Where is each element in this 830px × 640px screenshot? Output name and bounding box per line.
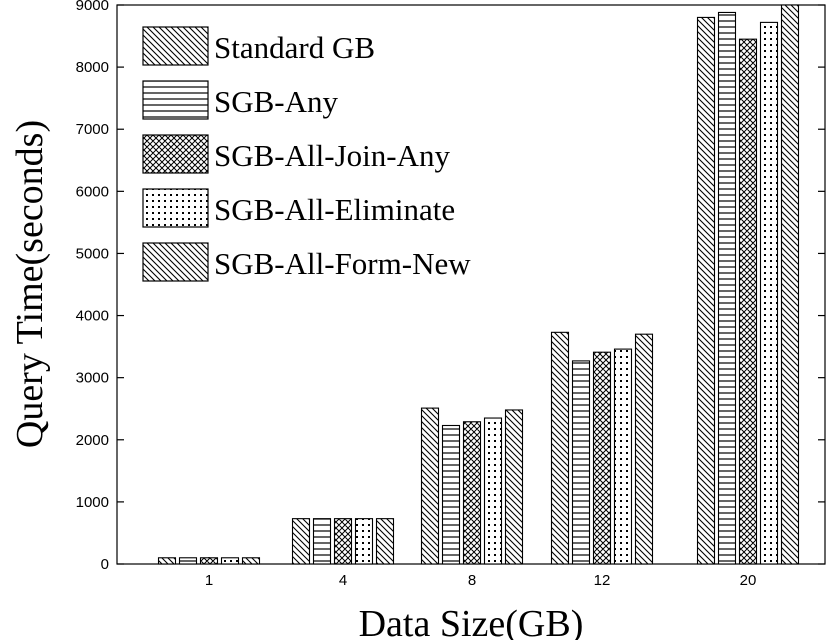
bar-sgb-all-eliminate-1 <box>220 557 240 565</box>
legend-label: SGB-All-Join-Any <box>214 138 450 173</box>
y-tick-label: 3000 <box>76 370 109 387</box>
legend-swatch <box>142 80 209 120</box>
y-tick-label: 9000 <box>76 0 109 14</box>
bar-sgb-all-eliminate-20 <box>759 21 779 565</box>
x-tick-label: 12 <box>594 572 611 589</box>
bar-sgb-all-join-any-8 <box>462 421 482 565</box>
y-tick-label: 5000 <box>76 245 109 262</box>
legend-label: Standard GB <box>214 30 375 65</box>
bar-sgb-any-4 <box>312 518 332 565</box>
legend-label: SGB-All-Form-New <box>214 246 471 281</box>
legend-label: SGB-All-Eliminate <box>214 192 455 227</box>
x-axis-title: Data Size(GB) <box>359 603 584 640</box>
bar-sgb-all-join-any-20 <box>738 38 758 565</box>
x-tick-label: 1 <box>205 572 213 589</box>
x-tick-label: 8 <box>468 572 476 589</box>
bars-group <box>157 4 800 565</box>
bar-sgb-any-20 <box>717 11 737 565</box>
bar-sgb-any-8 <box>441 424 461 565</box>
bar-sgb-all-form-new-12 <box>634 333 654 565</box>
bar-sgb-all-form-new-4 <box>375 518 395 565</box>
legend-swatch <box>142 134 209 174</box>
x-tick-label: 20 <box>740 572 757 589</box>
bar-sgb-all-join-any-1 <box>199 557 219 565</box>
bar-sgb-all-form-new-8 <box>504 409 524 565</box>
y-tick-label: 8000 <box>76 59 109 76</box>
y-tick-label: 6000 <box>76 183 109 200</box>
y-tick-label: 1000 <box>76 494 109 511</box>
legend-label: SGB-Any <box>214 84 339 119</box>
y-tick-label: 2000 <box>76 432 109 449</box>
legend: Standard GB SGB-Any SGB-All-Join-Any SGB-Al… <box>142 26 471 282</box>
bar-sgb-all-eliminate-12 <box>613 348 633 565</box>
bar-sgb-all-form-new-1 <box>241 557 261 565</box>
y-axis-ticks: 0 1000 2000 3000 4000 5000 6000 7000 8000 9000 <box>76 0 825 573</box>
bar-standard-gb-1 <box>157 557 177 565</box>
bar-sgb-all-eliminate-4 <box>354 518 374 565</box>
bar-sgb-any-12 <box>571 360 591 565</box>
bar-sgb-all-join-any-4 <box>333 518 353 565</box>
x-tick-label: 4 <box>339 572 347 589</box>
bar-standard-gb-20 <box>696 16 716 565</box>
bar-standard-gb-4 <box>291 518 311 565</box>
y-tick-label: 7000 <box>76 121 109 138</box>
bar-sgb-any-1 <box>178 557 198 565</box>
legend-swatch <box>142 26 209 66</box>
bar-sgb-all-eliminate-8 <box>483 417 503 565</box>
y-axis-title: Query Time(seconds) <box>9 120 51 448</box>
legend-swatch <box>142 242 209 282</box>
bar-standard-gb-8 <box>420 407 440 565</box>
legend-swatch <box>142 188 209 228</box>
y-tick-label: 4000 <box>76 308 109 325</box>
bar-sgb-all-join-any-12 <box>592 351 612 565</box>
bar-standard-gb-12 <box>550 331 570 565</box>
y-tick-label: 0 <box>101 556 109 573</box>
bar-sgb-all-form-new-20 <box>780 4 800 565</box>
